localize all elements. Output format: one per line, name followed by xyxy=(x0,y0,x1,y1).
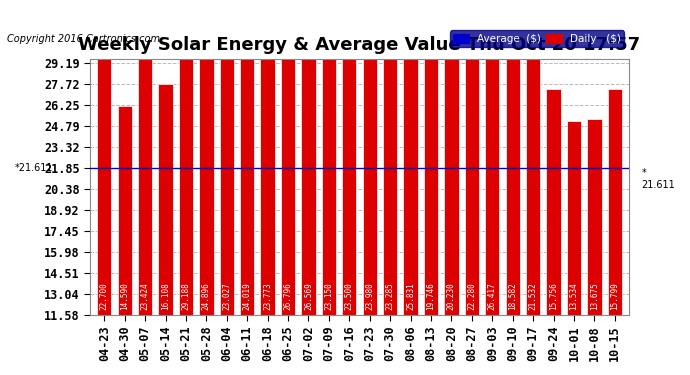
Text: 16.108: 16.108 xyxy=(161,283,170,310)
Bar xyxy=(261,0,275,315)
Bar xyxy=(608,89,622,315)
Bar xyxy=(342,0,357,315)
Text: 23.150: 23.150 xyxy=(324,283,333,310)
Text: 23.500: 23.500 xyxy=(345,283,354,310)
Bar xyxy=(424,32,438,315)
Bar xyxy=(404,0,417,315)
Text: *
21.611: * 21.611 xyxy=(641,168,675,190)
Text: 22.700: 22.700 xyxy=(100,283,109,310)
Bar xyxy=(546,89,561,315)
Bar xyxy=(506,49,520,315)
Text: 25.831: 25.831 xyxy=(406,283,415,310)
Bar xyxy=(97,0,111,315)
Bar xyxy=(179,0,193,315)
Text: 15.799: 15.799 xyxy=(610,283,620,310)
Text: 23.027: 23.027 xyxy=(222,283,231,310)
Text: 22.280: 22.280 xyxy=(467,283,476,310)
Bar xyxy=(485,0,500,315)
Bar xyxy=(362,0,377,315)
Text: 26.417: 26.417 xyxy=(488,283,497,310)
Text: 18.582: 18.582 xyxy=(509,283,518,310)
Bar xyxy=(138,0,152,315)
Text: 19.746: 19.746 xyxy=(426,283,435,310)
Text: Copyright 2016 Cartronics.com: Copyright 2016 Cartronics.com xyxy=(7,34,160,44)
Legend: Average  ($), Daily   ($): Average ($), Daily ($) xyxy=(450,30,624,47)
Bar xyxy=(464,0,479,315)
Text: 26.569: 26.569 xyxy=(304,283,313,310)
Text: 24.019: 24.019 xyxy=(243,283,252,310)
Text: 20.230: 20.230 xyxy=(447,283,456,310)
Text: 24.896: 24.896 xyxy=(202,283,211,310)
Text: 23.980: 23.980 xyxy=(365,283,374,310)
Text: 23.773: 23.773 xyxy=(263,283,272,310)
Text: 13.534: 13.534 xyxy=(569,283,578,310)
Title: Weekly Solar Energy & Average Value Thu Oct 20 17:57: Weekly Solar Energy & Average Value Thu … xyxy=(79,36,640,54)
Text: 15.756: 15.756 xyxy=(549,283,558,310)
Text: 29.188: 29.188 xyxy=(181,283,190,310)
Bar xyxy=(566,121,581,315)
Text: 23.285: 23.285 xyxy=(386,283,395,310)
Bar xyxy=(444,26,459,315)
Bar xyxy=(526,7,540,315)
Text: 26.796: 26.796 xyxy=(284,283,293,310)
Bar xyxy=(587,119,602,315)
Text: 21.532: 21.532 xyxy=(529,283,538,310)
Bar xyxy=(159,84,172,315)
Bar xyxy=(199,0,213,315)
Bar xyxy=(322,0,336,315)
Text: 14.590: 14.590 xyxy=(120,283,129,310)
Bar xyxy=(281,0,295,315)
Bar xyxy=(302,0,315,315)
Bar xyxy=(117,106,132,315)
Text: 13.675: 13.675 xyxy=(590,283,599,310)
Bar xyxy=(240,0,255,315)
Text: *21.611: *21.611 xyxy=(14,163,53,173)
Bar xyxy=(383,0,397,315)
Text: 23.424: 23.424 xyxy=(141,283,150,310)
Bar xyxy=(219,0,234,315)
